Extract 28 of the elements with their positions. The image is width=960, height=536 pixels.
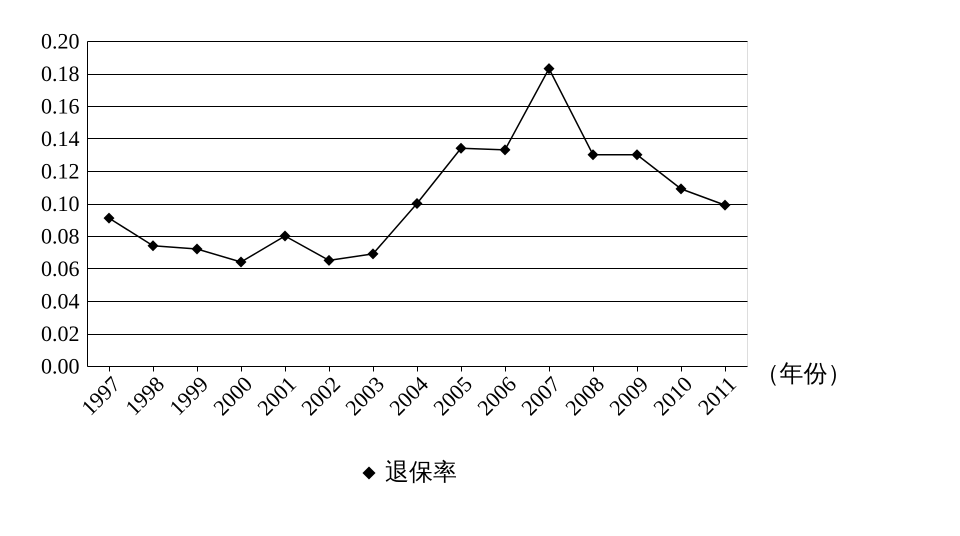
point	[456, 142, 466, 154]
y-tick-label: 0.00	[41, 354, 80, 378]
point	[676, 183, 686, 194]
y-tick-label: 0.06	[41, 256, 80, 281]
point	[632, 149, 642, 160]
point	[368, 248, 378, 260]
y-tick-label: 0.20	[41, 28, 80, 54]
legend-label: 退保率	[385, 459, 457, 486]
y-tick-label: 0.04	[41, 288, 80, 314]
y-tick-label: 0.10	[41, 191, 80, 216]
point	[500, 144, 510, 156]
point	[192, 244, 202, 254]
point	[104, 212, 114, 224]
point	[544, 63, 554, 74]
point	[324, 254, 334, 266]
y-tick-label: 0.14	[41, 126, 80, 151]
point	[236, 256, 246, 268]
point	[588, 149, 598, 160]
y-tick-label: 0.16	[41, 94, 80, 118]
x-axis-title: （年份）	[756, 362, 852, 388]
y-tick-label: 0.18	[41, 61, 80, 86]
point	[720, 200, 730, 211]
point	[412, 198, 422, 209]
point	[148, 240, 158, 252]
point	[280, 230, 290, 242]
y-tick-label: 0.02	[41, 321, 80, 346]
y-tick-label: 0.08	[41, 224, 80, 248]
y-tick-label: 0.12	[41, 158, 80, 184]
